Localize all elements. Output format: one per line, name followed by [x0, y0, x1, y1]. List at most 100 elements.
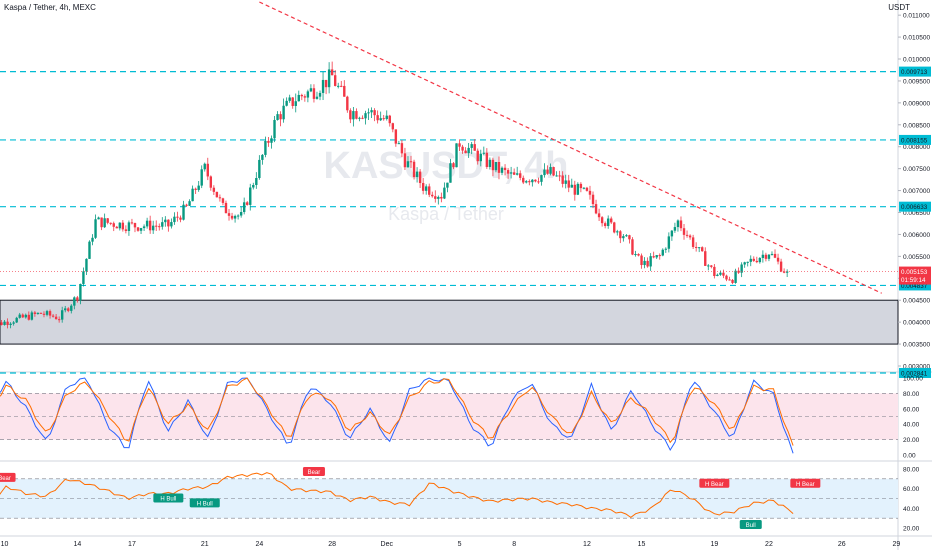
candle-body — [60, 310, 64, 320]
bull-divergence-label — [189, 498, 220, 508]
candle-body — [388, 115, 391, 124]
candle-body — [667, 236, 671, 249]
rsi-axis-label: 20.00 — [903, 526, 920, 533]
candle-body — [734, 270, 737, 283]
candle-body — [291, 97, 294, 106]
candle-body — [567, 180, 570, 188]
price-axis-label: 0.007500 — [903, 166, 930, 173]
divergence-label-text: H Bear — [705, 482, 724, 488]
candle-body — [449, 163, 452, 183]
candle-body — [558, 175, 561, 177]
candle-body — [537, 181, 540, 183]
candle-body — [106, 218, 109, 223]
candle-body — [497, 161, 501, 173]
candle-body — [585, 187, 589, 191]
candle-body — [0, 322, 3, 325]
candle-body — [701, 247, 704, 252]
date-axis-label: 15 — [638, 541, 646, 548]
stoch-axis-label: 100.00 — [903, 376, 923, 383]
candle-body — [379, 118, 382, 121]
candle-body — [531, 179, 534, 183]
candle-body — [212, 187, 216, 192]
candle-body — [613, 222, 616, 233]
candle-body — [622, 236, 625, 239]
candle-body — [76, 297, 79, 301]
candle-body — [782, 271, 786, 273]
candle-body — [506, 170, 510, 174]
candle-body — [467, 147, 470, 154]
candle-body — [139, 228, 143, 231]
candle-body — [264, 140, 267, 155]
candle-body — [555, 175, 558, 177]
candle-body — [261, 154, 264, 160]
candle-body — [540, 175, 543, 182]
candle-body — [376, 115, 379, 121]
date-axis-label: 21 — [201, 541, 209, 548]
candle-body — [364, 113, 367, 119]
candle-body — [631, 239, 634, 255]
candle-body — [142, 226, 146, 229]
candle-body — [194, 188, 197, 190]
candle-body — [267, 140, 270, 143]
price-axis-label: 0.009500 — [903, 78, 930, 85]
candle-body — [785, 271, 789, 273]
date-axis-label: 10 — [1, 541, 9, 548]
candle-body — [752, 258, 755, 261]
candle-body — [418, 171, 422, 184]
candle-body — [97, 217, 100, 220]
stoch-axis-label: 0.00 — [903, 453, 916, 460]
candle-body — [54, 316, 58, 320]
candle-body — [221, 198, 225, 203]
candle-body — [33, 312, 37, 314]
candle-body — [710, 265, 713, 267]
candle-body — [121, 222, 125, 230]
candle-body — [88, 241, 91, 259]
candle-body — [382, 118, 385, 120]
candle-body — [470, 144, 473, 148]
candle-body — [330, 69, 334, 76]
candle-body — [21, 314, 24, 318]
candle-body — [494, 161, 498, 171]
price-axis-label: 0.004500 — [903, 298, 930, 305]
candle-body — [400, 143, 404, 154]
candle-body — [73, 297, 76, 306]
price-axis-label: 0.007000 — [903, 188, 930, 195]
candle-body — [428, 186, 431, 195]
price-axis-label: 0.006000 — [903, 232, 930, 239]
candle-body — [18, 314, 21, 318]
candle-body — [103, 218, 106, 228]
candle-body — [652, 256, 655, 258]
candle-body — [503, 167, 507, 171]
candle-body — [758, 257, 762, 263]
candle-body — [312, 88, 316, 99]
candle-body — [740, 264, 743, 273]
candle-body — [646, 260, 649, 267]
candle-body — [112, 223, 115, 227]
candle-body — [664, 248, 668, 250]
candle-body — [167, 219, 170, 227]
candle-body — [279, 114, 282, 120]
candle-body — [755, 260, 759, 263]
candle-body — [655, 255, 658, 258]
candle-body — [394, 129, 398, 144]
candle-body — [570, 184, 573, 188]
candle-body — [761, 254, 765, 258]
candle-body — [588, 190, 592, 195]
candle-body — [352, 111, 355, 120]
candle-body — [731, 279, 734, 283]
candle-body — [625, 235, 628, 237]
candle-body — [728, 279, 731, 281]
candle-body — [403, 153, 407, 168]
candle-body — [346, 96, 349, 111]
candle-body — [273, 119, 276, 139]
candle-body — [327, 69, 331, 88]
candle-body — [185, 204, 188, 206]
level-tag-label: 0.009713 — [901, 69, 928, 76]
candle-body — [564, 180, 567, 184]
candle-body — [182, 204, 185, 220]
candle-body — [676, 220, 680, 228]
candle-body — [91, 237, 94, 242]
last-price-label: 0.005153 — [901, 269, 928, 276]
